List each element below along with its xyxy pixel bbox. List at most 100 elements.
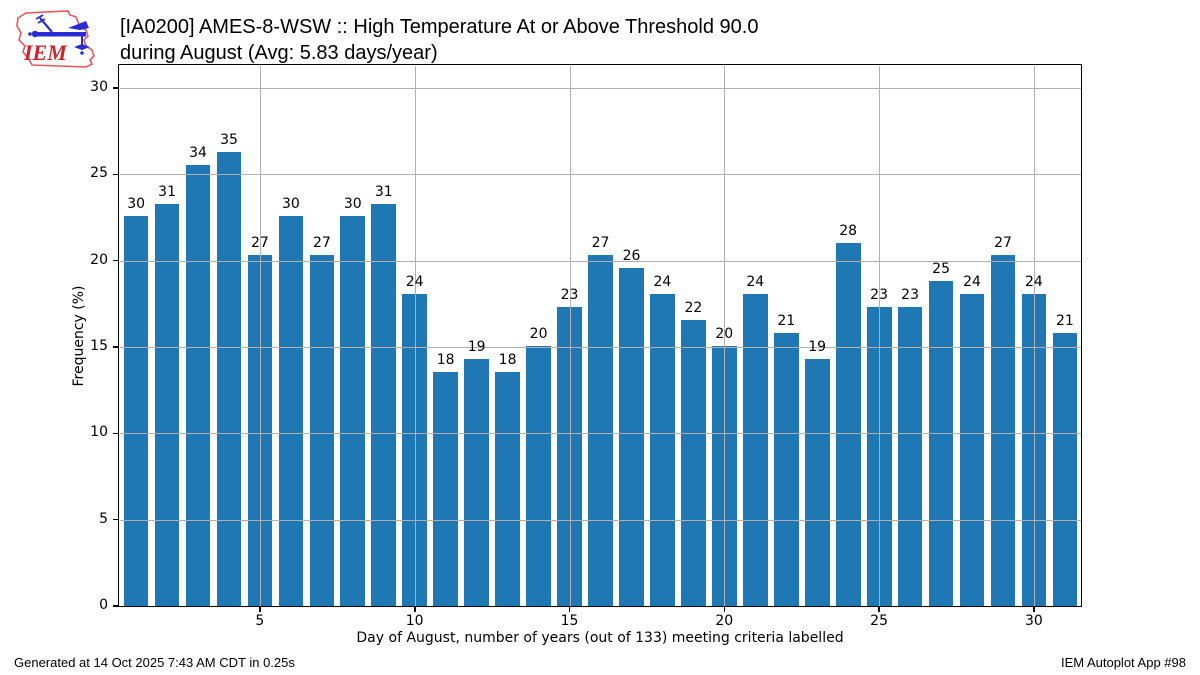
bar-value-label-day-31: 21 [1055, 313, 1074, 330]
plot-area: 30 31 34 35 27 30 27 30 31 24 18 19 18 20 23 27 26 24 22 20… [120, 66, 1081, 606]
h-gridline-10 [120, 433, 1081, 435]
bar-value-label-day-13: 18 [498, 352, 517, 369]
v-gridline-30 [1033, 66, 1036, 606]
y-tick-5 [112, 518, 118, 521]
v-gridline-5 [259, 66, 262, 606]
x-tick-30 [1033, 606, 1035, 612]
h-gridline-20 [120, 260, 1081, 262]
iowa-outline-icon [16, 10, 95, 68]
bar-value-label-day-24: 28 [839, 222, 858, 239]
bar-day-21 [742, 294, 768, 606]
bar-day-9 [371, 203, 397, 606]
x-tick-label-5: 5 [255, 613, 265, 629]
bar-value-label-day-1: 30 [127, 196, 146, 213]
bar-value-label-day-26: 23 [901, 287, 919, 304]
h-gridline-5 [120, 519, 1081, 521]
h-gridline-25 [120, 174, 1081, 176]
x-tick-label-25: 25 [870, 613, 888, 629]
bar-value-label-day-20: 20 [715, 326, 734, 343]
x-tick-label-15: 15 [560, 613, 579, 629]
bar-value-label-day-29: 27 [994, 235, 1012, 252]
bar-value-label-day-30: 24 [1024, 274, 1043, 291]
bar-value-label-day-10: 24 [405, 274, 424, 291]
y-tick-label-15: 15 [90, 338, 108, 354]
bar-day-28 [959, 294, 985, 606]
v-gridline-20 [724, 66, 726, 606]
bar-day-16 [588, 255, 613, 606]
bar-day-27 [928, 281, 954, 606]
app-credit: IEM Autoplot App #98 [1060, 655, 1186, 670]
chart-title-line2: during August (Avg: 5.83 days/year) [120, 42, 438, 64]
bar-value-label-day-3: 34 [189, 144, 207, 161]
bar-day-11 [433, 372, 459, 606]
bar-value-label-day-16: 27 [591, 235, 610, 252]
y-tick-30 [112, 87, 118, 89]
x-tick-10 [414, 606, 416, 612]
bar-day-8 [340, 216, 366, 606]
v-gridline-15 [569, 66, 571, 606]
x-tick-5 [259, 606, 261, 612]
x-tick-label-30: 30 [1024, 613, 1043, 629]
bar-day-18 [650, 294, 675, 606]
bar-day-26 [897, 307, 923, 606]
bar-value-label-day-9: 31 [374, 183, 393, 200]
x-tick-label-10: 10 [405, 613, 424, 629]
iem-logo: IEM [16, 10, 95, 68]
bar-value-label-day-4: 35 [220, 131, 238, 148]
y-tick-20 [112, 259, 118, 262]
bar-day-31 [1052, 333, 1078, 606]
bar-day-6 [278, 216, 304, 606]
bar-day-4 [216, 151, 242, 606]
y-axis-title: Frequency (%) [71, 285, 87, 387]
y-tick-label-20: 20 [90, 251, 108, 268]
y-tick-label-10: 10 [90, 424, 108, 441]
y-tick-label-5: 5 [99, 510, 108, 527]
y-tick-label-25: 25 [90, 165, 108, 182]
h-gridline-30 [120, 87, 1081, 90]
x-tick-25 [878, 606, 880, 612]
chart-title-line1: [IA0200] AMES-8-WSW :: High Temperature … [120, 16, 759, 38]
bar-day-24 [835, 242, 861, 606]
bar-value-label-day-8: 30 [343, 196, 362, 213]
bar-day-7 [309, 255, 335, 606]
bar-value-label-day-5: 27 [250, 235, 269, 252]
bar-value-label-day-15: 23 [560, 287, 579, 304]
bar-day-2 [154, 203, 180, 606]
x-tick-20 [723, 606, 726, 612]
bar-value-label-day-21: 24 [746, 274, 765, 291]
weather-vane-icon [28, 14, 90, 55]
bar-value-label-day-19: 22 [684, 300, 703, 317]
bar-value-label-day-18: 24 [653, 274, 672, 291]
h-gridline-15 [120, 347, 1081, 349]
bar-day-1 [123, 216, 149, 606]
bar-value-label-day-22: 21 [777, 313, 796, 330]
bar-day-17 [619, 268, 644, 606]
chart-title: [IA0200] AMES-8-WSW :: High Temperature … [120, 14, 758, 66]
v-gridline-25 [879, 66, 881, 606]
x-axis-title: Day of August, number of years (out of 1… [356, 630, 844, 646]
bar-value-label-day-25: 23 [870, 287, 888, 304]
y-tick-25 [112, 173, 118, 175]
bar-day-22 [773, 333, 799, 606]
bar-value-label-day-23: 19 [808, 339, 827, 356]
iem-logo-text: IEM [23, 40, 68, 65]
y-tick-10 [112, 432, 118, 435]
x-tick-label-20: 20 [715, 613, 734, 629]
bar-day-29 [990, 255, 1016, 606]
bar-value-label-day-7: 27 [312, 235, 331, 252]
bar-day-14 [526, 346, 551, 606]
bar-value-label-day-6: 30 [281, 196, 300, 213]
bar-value-label-day-14: 20 [529, 326, 548, 343]
y-tick-label-30: 30 [90, 78, 108, 95]
bar-value-label-day-27: 25 [932, 261, 950, 278]
v-gridline-10 [414, 66, 416, 606]
y-tick-15 [112, 346, 118, 348]
x-tick-15 [568, 606, 571, 612]
y-tick-0 [112, 605, 118, 607]
bar-value-label-day-28: 24 [963, 274, 981, 291]
bar-day-13 [495, 372, 520, 606]
bar-value-label-day-17: 26 [622, 248, 641, 265]
bar-day-23 [804, 359, 830, 606]
bar-day-12 [464, 359, 490, 606]
